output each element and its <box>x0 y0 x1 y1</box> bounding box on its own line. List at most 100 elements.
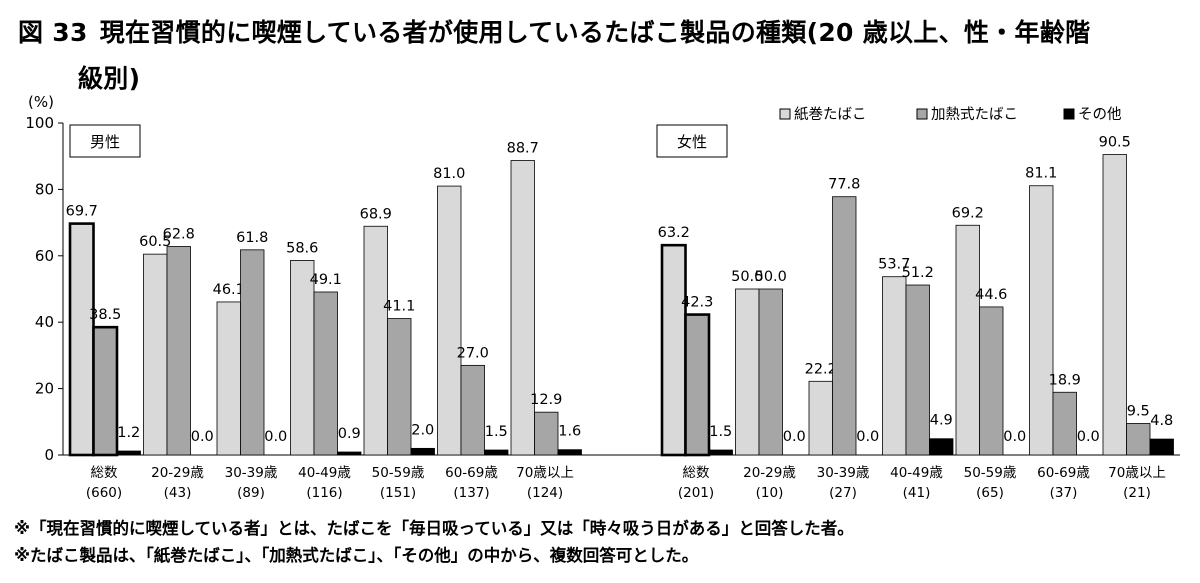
category-label: 総数 <box>683 465 711 481</box>
category-count: (65) <box>976 485 1004 501</box>
data-label: 51.2 <box>902 265 934 281</box>
bar <box>832 196 857 456</box>
y-tick-label: 40 <box>35 313 54 331</box>
legend-swatch <box>1063 108 1075 120</box>
data-label: 53.7 <box>878 257 910 273</box>
category-label: 40-49歳 <box>890 465 943 481</box>
bar <box>929 438 954 456</box>
figure-number: 図 33 <box>18 18 88 47</box>
data-label: 18.9 <box>1049 372 1081 388</box>
bar <box>68 222 95 457</box>
data-label: 90.5 <box>1099 135 1131 151</box>
data-label: 0.0 <box>783 429 806 445</box>
data-label: 63.2 <box>658 225 690 241</box>
category-label: 50-59歳 <box>372 465 425 481</box>
data-label: 41.1 <box>383 299 415 315</box>
bar <box>557 449 582 456</box>
data-label: 50.0 <box>755 269 787 285</box>
data-label: 77.8 <box>828 177 860 193</box>
legend-swatch <box>779 108 791 120</box>
category-label: 40-49歳 <box>298 465 351 481</box>
data-label: 9.5 <box>1127 403 1150 419</box>
data-label: 69.2 <box>952 205 984 221</box>
category-label: 20-29歳 <box>151 465 204 481</box>
panel-label: 男性 <box>90 133 120 151</box>
bar <box>979 306 1004 456</box>
data-label: 44.6 <box>975 287 1007 303</box>
bar <box>460 364 485 456</box>
bar <box>758 288 783 456</box>
panel-label: 女性 <box>677 133 707 151</box>
y-axis-unit: (%) <box>28 93 54 111</box>
bar <box>313 291 338 456</box>
category-count: (89) <box>237 485 265 501</box>
bar <box>437 185 462 456</box>
y-tick-label: 0 <box>44 446 54 464</box>
category-label: 30-39歳 <box>225 465 278 481</box>
data-label: 1.2 <box>117 425 140 441</box>
category-count: (37) <box>1050 485 1078 501</box>
bar <box>660 243 687 457</box>
legend-swatch <box>916 108 928 120</box>
data-label: 38.5 <box>89 307 121 323</box>
category-count: (137) <box>453 485 489 501</box>
data-label: 42.3 <box>681 295 713 311</box>
category-count: (41) <box>903 485 931 501</box>
category-label: 70歳以上 <box>1108 465 1166 481</box>
data-label: 49.1 <box>310 272 342 288</box>
y-tick-label: 80 <box>35 180 54 198</box>
footnote-1: ※「現在習慣的に喫煙している者」とは、たばこを「毎日吸っている」又は「時々吸う日… <box>14 519 854 538</box>
data-label: 88.7 <box>507 141 539 157</box>
legend-label: その他 <box>1078 106 1122 123</box>
data-label: 81.0 <box>433 166 465 182</box>
category-label: 60-69歳 <box>445 465 498 481</box>
data-label: 0.0 <box>856 429 879 445</box>
bar <box>1052 391 1077 456</box>
bar <box>510 160 535 456</box>
bar <box>534 411 559 456</box>
data-label: 0.9 <box>338 426 361 442</box>
legend-label: 紙巻たばこ <box>794 106 867 123</box>
data-label: 58.6 <box>286 240 318 256</box>
category-count: (124) <box>527 485 563 501</box>
data-label: 4.8 <box>1150 413 1173 429</box>
bar <box>116 450 141 456</box>
legend-label: 加熱式たばこ <box>931 106 1018 123</box>
bar <box>1102 154 1127 456</box>
y-tick-label: 100 <box>25 114 54 132</box>
category-count: (10) <box>756 485 784 501</box>
category-label: 60-69歳 <box>1037 465 1090 481</box>
bar <box>484 449 509 456</box>
panel-label-box <box>656 124 728 158</box>
bar <box>143 253 168 456</box>
bar <box>808 380 833 456</box>
bar <box>240 249 265 456</box>
bar <box>882 276 907 456</box>
bar <box>955 224 980 456</box>
data-label: 12.9 <box>530 392 562 408</box>
category-count: (116) <box>306 485 342 501</box>
data-label: 50.0 <box>731 269 763 285</box>
footnote-2: ※たばこ製品は、「紙巻たばこ」、「加熱式たばこ」、「その他」の中から、複数回答可… <box>14 546 699 565</box>
bar <box>216 301 241 456</box>
title-line2: 級別) <box>78 64 141 93</box>
bar <box>684 313 711 457</box>
data-label: 61.8 <box>236 230 268 246</box>
title-line1: 現在習慣的に喫煙している者が使用しているたばこ製品の種類(20 歳以上、性・年齢… <box>99 18 1091 47</box>
y-tick-label: 60 <box>35 247 54 265</box>
data-label: 1.5 <box>709 424 732 440</box>
data-label: 60.5 <box>139 234 171 250</box>
data-label: 0.0 <box>191 429 214 445</box>
bar <box>1126 423 1151 456</box>
bar <box>410 447 435 456</box>
bar <box>1149 438 1174 456</box>
bar <box>337 451 362 456</box>
category-count: (27) <box>829 485 857 501</box>
data-label: 62.8 <box>163 227 195 243</box>
data-label: 46.1 <box>213 282 245 298</box>
data-label: 0.0 <box>1077 429 1100 445</box>
panel-label-box <box>69 124 141 158</box>
bar <box>92 325 119 457</box>
category-count: (151) <box>380 485 416 501</box>
category-label: 30-39歳 <box>817 465 870 481</box>
